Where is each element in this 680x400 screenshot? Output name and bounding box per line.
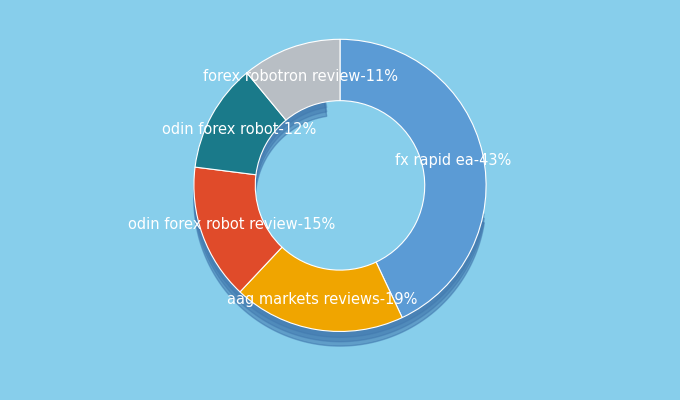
Wedge shape — [195, 73, 286, 175]
Wedge shape — [240, 247, 402, 332]
Wedge shape — [194, 167, 282, 292]
Text: odin forex robot-12%: odin forex robot-12% — [162, 122, 316, 137]
Polygon shape — [194, 51, 484, 342]
Text: odin forex robot review-15%: odin forex robot review-15% — [128, 217, 335, 232]
Polygon shape — [194, 47, 484, 337]
Text: forex robotron review-11%: forex robotron review-11% — [203, 69, 398, 84]
Text: fx rapid ea-43%: fx rapid ea-43% — [394, 153, 511, 168]
Text: aag markets reviews-19%: aag markets reviews-19% — [226, 292, 417, 307]
Wedge shape — [340, 39, 486, 318]
Polygon shape — [194, 56, 484, 346]
Wedge shape — [247, 39, 340, 120]
